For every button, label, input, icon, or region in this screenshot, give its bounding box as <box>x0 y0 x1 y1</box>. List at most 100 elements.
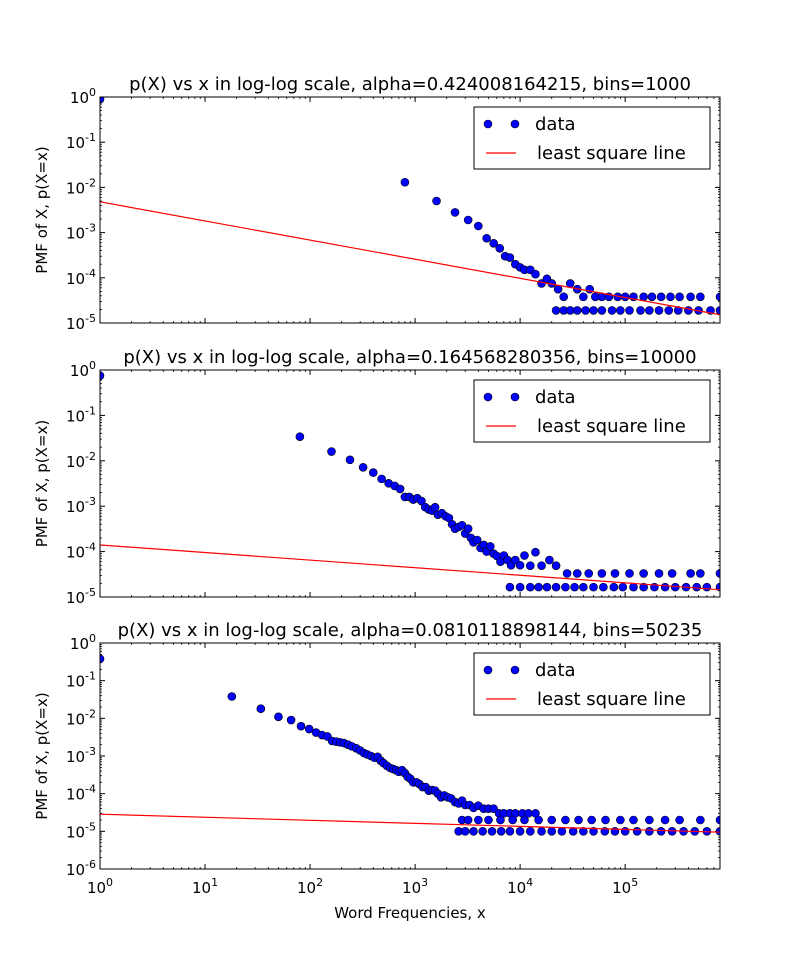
data-point <box>505 582 515 592</box>
plot-area <box>100 97 720 316</box>
data-point <box>377 474 386 484</box>
data-point <box>496 815 505 825</box>
data-point <box>395 484 405 494</box>
legend-line-label: least square line <box>537 143 686 164</box>
data-point <box>534 815 543 825</box>
data-point <box>645 306 654 315</box>
chart-title: p(X) vs x in log-log scale, alpha=0.4240… <box>129 74 691 95</box>
data-point <box>484 815 493 825</box>
chart-title: p(X) vs x in log-log scale, alpha=0.1645… <box>123 347 696 368</box>
y-tick-label: 10-5 <box>66 820 96 841</box>
data-point <box>100 371 105 380</box>
data-point <box>400 177 410 187</box>
legend: data least square line <box>473 652 711 716</box>
data-point <box>559 292 569 302</box>
data-point <box>572 306 582 315</box>
data-point <box>656 827 666 836</box>
data-point <box>599 582 608 592</box>
data-point <box>531 547 540 557</box>
data-point <box>100 97 105 104</box>
y-axis-label: PMF of X, p(X=x) <box>33 420 51 547</box>
y-tick-label: 10-1 <box>66 404 96 425</box>
data-point <box>636 306 645 315</box>
y-axis-label: PMF of X, p(X=x) <box>33 692 51 819</box>
data-point <box>525 582 535 592</box>
data-point <box>616 306 625 315</box>
data-point <box>639 569 648 578</box>
legend-data-label: data <box>535 114 576 135</box>
y-tick-label: 10-4 <box>66 267 96 288</box>
data-point <box>489 804 498 813</box>
data-point <box>327 447 336 456</box>
data-point <box>565 279 575 288</box>
legend-data-marker <box>483 119 493 129</box>
y-tick-label: 100 <box>70 86 96 107</box>
data-point <box>295 432 305 441</box>
least-square-line <box>100 544 720 591</box>
data-point <box>696 569 705 578</box>
plot-area <box>100 371 720 592</box>
y-tick-label: 10-2 <box>66 450 96 471</box>
data-point <box>660 582 670 592</box>
data-point <box>304 724 314 734</box>
data-point <box>715 292 720 302</box>
data-point <box>574 815 583 825</box>
legend-box <box>473 106 711 170</box>
legend-data-marker <box>510 665 520 675</box>
data-point <box>584 569 594 578</box>
y-tick-label: 100 <box>70 359 96 380</box>
data-point <box>474 221 483 231</box>
data-point <box>472 535 482 545</box>
data-point <box>450 208 460 217</box>
data-point <box>520 815 529 825</box>
legend-data-marker <box>510 119 520 129</box>
legend-box <box>473 652 711 716</box>
y-tick-label: 10-3 <box>66 495 96 516</box>
data-point <box>715 815 720 825</box>
data-point <box>625 569 634 578</box>
data-point <box>618 582 628 592</box>
data-point <box>639 582 648 592</box>
data-point <box>557 827 567 836</box>
data-point <box>537 561 546 570</box>
data-point <box>647 292 657 302</box>
y-axis-label: PMF of X, p(X=x) <box>33 146 51 273</box>
data-point <box>561 815 570 825</box>
data-point <box>620 827 630 836</box>
y-tick-label: 10-5 <box>66 586 96 607</box>
data-point <box>675 292 684 302</box>
data-point <box>666 292 675 302</box>
data-point <box>686 292 695 302</box>
data-point <box>545 555 554 565</box>
data-point <box>673 306 683 315</box>
data-point <box>547 827 557 836</box>
data-point <box>286 715 296 725</box>
data-point <box>562 569 572 578</box>
legend-line-label: least square line <box>537 689 686 710</box>
data-point <box>639 292 648 302</box>
data-point <box>542 582 552 592</box>
data-point <box>715 306 720 315</box>
chart-panel-3: p(X) vs x in log-log scale, alpha=0.0810… <box>33 620 721 897</box>
data-point <box>227 692 237 701</box>
data-point <box>570 582 579 592</box>
legend-data-label: data <box>535 660 576 681</box>
x-tick-label: 102 <box>297 876 323 897</box>
x-tick-label: 101 <box>192 876 218 897</box>
data-point <box>505 827 515 836</box>
legend-data-marker <box>483 392 493 402</box>
data-point <box>597 569 607 578</box>
data-point <box>551 582 561 592</box>
legend-line-label: least square line <box>537 416 686 437</box>
data-point <box>667 569 677 578</box>
legend-box <box>473 379 711 443</box>
data-point <box>561 582 570 592</box>
x-tick-label: 105 <box>612 876 638 897</box>
data-point <box>345 455 355 465</box>
plot-area <box>100 654 720 836</box>
y-tick-label: 10-3 <box>66 222 96 243</box>
y-tick-label: 10-5 <box>66 312 96 333</box>
data-point <box>629 815 638 825</box>
x-tick-label: 100 <box>87 876 113 897</box>
data-point <box>495 243 505 253</box>
